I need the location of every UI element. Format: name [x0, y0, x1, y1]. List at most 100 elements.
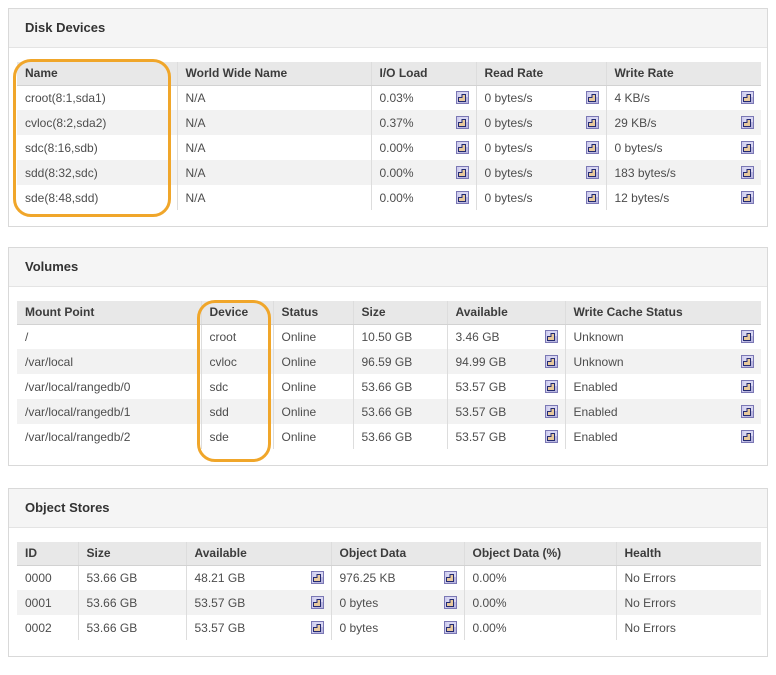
chart-icon[interactable] — [310, 620, 324, 634]
cell-text: croot — [209, 329, 237, 344]
table-row: /var/local cvloc Online 96.59 GB 94.99 GB Unk… — [17, 349, 761, 374]
table-header-row: Name World Wide Name I/O Load Read Rate Writ… — [17, 62, 761, 86]
cell-object_data_pct: 0.00% — [463, 590, 616, 615]
cell-health: No Errors — [615, 615, 761, 640]
cell-text: N/A — [185, 165, 206, 180]
cell-size: 53.66 GB — [352, 424, 447, 449]
chart-icon[interactable] — [585, 115, 599, 129]
chart-icon[interactable] — [544, 379, 558, 393]
cell-available: 53.57 GB — [446, 374, 565, 399]
panel-title: Disk Devices — [9, 9, 767, 48]
cell-text: 0.00% — [472, 620, 507, 635]
cell-text: 0 bytes/s — [484, 140, 533, 155]
cell-text: Enabled — [573, 379, 618, 394]
column-header-available: Available — [446, 301, 565, 325]
chart-icon[interactable] — [310, 595, 324, 609]
cell-device: sde — [200, 424, 273, 449]
cell-text: No Errors — [624, 620, 676, 635]
cell-text: 48.21 GB — [194, 570, 246, 585]
cell-text: 0.00% — [379, 190, 414, 205]
cell-text: 53.66 GB — [86, 595, 138, 610]
chart-icon[interactable] — [585, 140, 599, 154]
cell-available: 94.99 GB — [446, 349, 565, 374]
cell-text: 10.50 GB — [361, 329, 413, 344]
cell-text: 53.57 GB — [455, 404, 507, 419]
chart-icon[interactable] — [443, 595, 457, 609]
chart-icon[interactable] — [455, 90, 469, 104]
table-row: sdc(8:16,sdb) N/A 0.00% 0 bytes/s 0 bytes/s — [17, 135, 761, 160]
chart-icon[interactable] — [741, 404, 754, 418]
cell-write_cache_status: Unknown — [564, 349, 761, 374]
cell-text: cvloc(8:2,sda2) — [25, 115, 107, 130]
cell-available: 53.57 GB — [446, 424, 565, 449]
chart-icon[interactable] — [544, 404, 558, 418]
chart-icon[interactable] — [741, 90, 754, 104]
cell-text: 94.99 GB — [455, 354, 507, 369]
cell-write_cache_status: Enabled — [564, 374, 761, 399]
cell-text: croot(8:1,sda1) — [25, 90, 106, 105]
cell-text: N/A — [185, 190, 206, 205]
cell-id: 0002 — [17, 615, 78, 640]
cell-io_load: 0.03% — [370, 85, 476, 110]
chart-icon[interactable] — [544, 329, 558, 343]
chart-icon[interactable] — [443, 570, 457, 584]
column-header-device: Device — [200, 301, 273, 325]
chart-icon[interactable] — [741, 165, 754, 179]
cell-available: 48.21 GB — [185, 565, 331, 590]
cell-size: 53.66 GB — [352, 399, 447, 424]
cell-size: 53.66 GB — [77, 615, 186, 640]
chart-icon[interactable] — [443, 620, 457, 634]
cell-name: cvloc(8:2,sda2) — [17, 110, 177, 135]
panel-title: Object Stores — [9, 489, 767, 528]
cell-size: 53.66 GB — [352, 374, 447, 399]
table-head: Name World Wide Name I/O Load Read Rate Writ… — [17, 62, 761, 86]
cell-text: 0 bytes/s — [614, 140, 663, 155]
chart-icon[interactable] — [455, 165, 469, 179]
cell-read_rate: 0 bytes/s — [475, 160, 606, 185]
cell-text: /var/local — [25, 354, 74, 369]
table-row: 0002 53.66 GB 53.57 GB 0 bytes 0.00% No Error… — [17, 615, 761, 640]
chart-icon[interactable] — [455, 115, 469, 129]
table-header-row: Mount Point Device Status Size Available Writ… — [17, 301, 761, 325]
chart-icon[interactable] — [310, 570, 324, 584]
chart-icon[interactable] — [741, 379, 754, 393]
chart-icon[interactable] — [544, 429, 558, 443]
chart-icon[interactable] — [741, 329, 754, 343]
chart-icon[interactable] — [741, 429, 754, 443]
cell-write_cache_status: Unknown — [564, 324, 761, 349]
chart-icon[interactable] — [741, 190, 754, 204]
cell-mount_point: /var/local/rangedb/2 — [17, 424, 201, 449]
cell-write_rate: 183 bytes/s — [605, 160, 761, 185]
cell-available: 53.57 GB — [185, 590, 331, 615]
cell-size: 96.59 GB — [352, 349, 447, 374]
volumes-panel-body: Mount Point Device Status Size Available Writ… — [9, 287, 767, 465]
column-header-size: Size — [77, 542, 186, 566]
chart-icon[interactable] — [455, 140, 469, 154]
chart-icon[interactable] — [585, 90, 599, 104]
cell-text: 53.66 GB — [361, 404, 413, 419]
chart-icon[interactable] — [741, 354, 754, 368]
column-header-status: Status — [272, 301, 353, 325]
chart-icon[interactable] — [455, 190, 469, 204]
cell-text: Online — [281, 329, 317, 344]
cell-text: 53.57 GB — [455, 429, 507, 444]
chart-icon[interactable] — [585, 165, 599, 179]
table-row: 0001 53.66 GB 53.57 GB 0 bytes 0.00% No Error… — [17, 590, 761, 615]
cell-io_load: 0.00% — [370, 185, 476, 210]
cell-text: / — [25, 329, 29, 344]
cell-mount_point: /var/local/rangedb/1 — [17, 399, 201, 424]
cell-text: 53.66 GB — [361, 379, 413, 394]
chart-icon[interactable] — [544, 354, 558, 368]
chart-icon[interactable] — [585, 190, 599, 204]
cell-text: Unknown — [573, 354, 624, 369]
table-body: croot(8:1,sda1) N/A 0.03% 0 bytes/s 4 KB/s cv… — [17, 85, 761, 210]
chart-icon[interactable] — [741, 115, 754, 129]
cell-read_rate: 0 bytes/s — [475, 135, 606, 160]
table-body: / croot Online 10.50 GB 3.46 GB Unknown/var/l… — [17, 324, 761, 449]
cell-write_rate: 29 KB/s — [605, 110, 761, 135]
object-stores-table: ID Size Available Object Data Object Data (%… — [17, 542, 761, 640]
chart-icon[interactable] — [741, 140, 754, 154]
cell-text: 0 bytes — [339, 595, 379, 610]
column-header-write_rate: Write Rate — [605, 62, 761, 86]
cell-text: No Errors — [624, 595, 676, 610]
